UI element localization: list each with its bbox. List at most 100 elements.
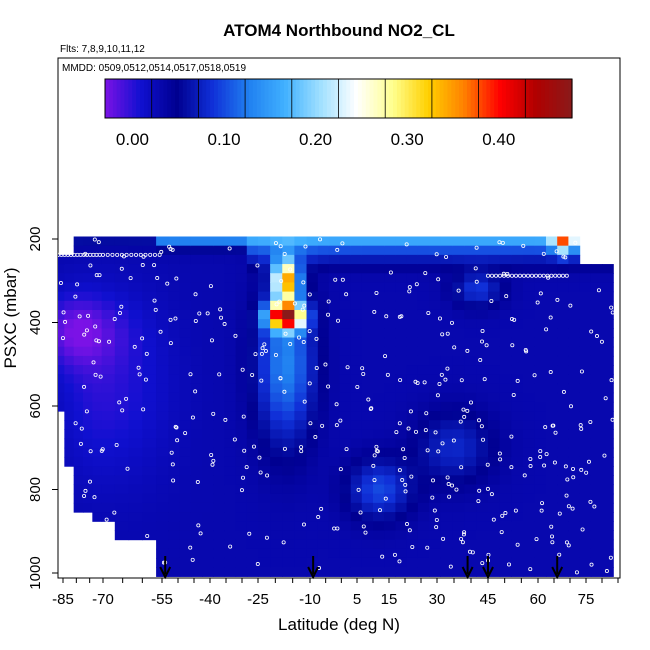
observation-point [465,408,470,413]
observation-point [283,331,288,336]
heatmap-cell [58,365,65,375]
heatmap-cell [114,447,130,458]
heatmap-cell [202,456,214,467]
heatmap-cell [499,254,512,265]
heatmap-cell [440,245,453,256]
heatmap-cell [58,254,65,265]
heatmap-cell [101,429,116,440]
heatmap-cell [114,466,130,476]
heatmap-cell [328,236,341,247]
heatmap-cell [568,466,581,476]
heatmap-cell [202,337,214,348]
heatmap-cell [406,484,419,495]
heatmap-cell [73,456,84,467]
heatmap-cell [73,438,84,449]
heatmap-cell [328,420,341,430]
heatmap-cell [488,484,501,495]
heatmap-cell [142,456,157,467]
observation-point [414,429,419,434]
heatmap-cell [361,300,374,311]
heatmap-cell [128,493,143,504]
heatmap-cell [339,567,352,577]
heatmap-cell [546,512,558,522]
observation-point [193,318,198,323]
heatmap-cell [523,557,536,568]
observation-point [524,349,529,354]
observation-point [588,499,593,504]
heatmap-cell [235,530,248,541]
heatmap-cell [258,466,271,476]
heatmap-cell [156,383,169,394]
heatmap-cell [168,383,181,394]
heatmap-cell [464,401,477,412]
observation-point [239,488,244,493]
heatmap-cell [499,383,512,394]
heatmap-cell [511,300,524,311]
heatmap-cell [373,420,385,430]
heatmap-cell [534,557,547,568]
heatmap-cell [417,355,430,366]
heatmap-cell [179,447,192,458]
heatmap-cell [511,539,524,550]
heatmap-cell [499,346,512,357]
heatmap-cell [476,456,489,467]
heatmap-cell [602,502,614,513]
heatmap-cell [590,557,603,568]
heatmap-cell [511,291,524,302]
heatmap-cell [202,438,214,449]
colorbar-segment [194,79,199,118]
heatmap-cell [499,567,512,577]
heatmap-cell [476,493,489,504]
observation-point [281,540,286,545]
colorbar-segment [322,79,328,118]
heatmap-cell [384,236,396,247]
observation-point [543,425,548,430]
heatmap-cell [440,254,453,265]
observation-point [366,397,371,402]
observation-point [545,273,550,278]
heatmap-cell [568,493,581,504]
heatmap-cell [114,456,130,467]
heatmap-cell [440,411,453,421]
heatmap-cell [350,567,363,577]
heatmap-cell [384,429,396,440]
heatmap-cell [523,484,536,495]
heatmap-cell [317,328,330,339]
heatmap-cell [546,466,558,476]
observation-point [190,557,195,562]
heatmap-cell [579,447,592,458]
heatmap-cell [557,456,569,467]
observation-point [82,332,87,337]
heatmap-cell [64,319,75,329]
heatmap-cell [373,374,385,385]
heatmap-cell [373,254,385,265]
heatmap-cell [476,374,489,385]
heatmap-cell [142,438,157,449]
observation-point [73,294,78,299]
heatmap-cell [114,484,130,495]
heatmap-cell [114,475,130,486]
observation-point [407,285,412,290]
heatmap-cell [499,392,512,403]
heatmap-cell [294,438,308,449]
heatmap-cell [557,429,569,440]
colorbar-tick-label: 0.20 [299,130,332,149]
heatmap-cell [488,346,501,357]
colorbar-segment [439,79,445,118]
heatmap-cell [306,328,319,339]
heatmap-cell [546,309,558,320]
observation-point [345,365,350,370]
heatmap-cell [190,438,203,449]
heatmap-cell [568,319,581,329]
heatmap-cell [270,282,283,293]
observation-point [338,467,343,472]
heatmap-cell [590,411,603,421]
heatmap-cell [602,328,614,339]
observation-point [308,421,313,426]
heatmap-cell [579,264,592,274]
observation-point [430,478,435,483]
heatmap-cell [590,346,603,357]
observation-point [88,449,93,454]
heatmap-cell [384,309,396,320]
heatmap-cell [235,346,248,357]
